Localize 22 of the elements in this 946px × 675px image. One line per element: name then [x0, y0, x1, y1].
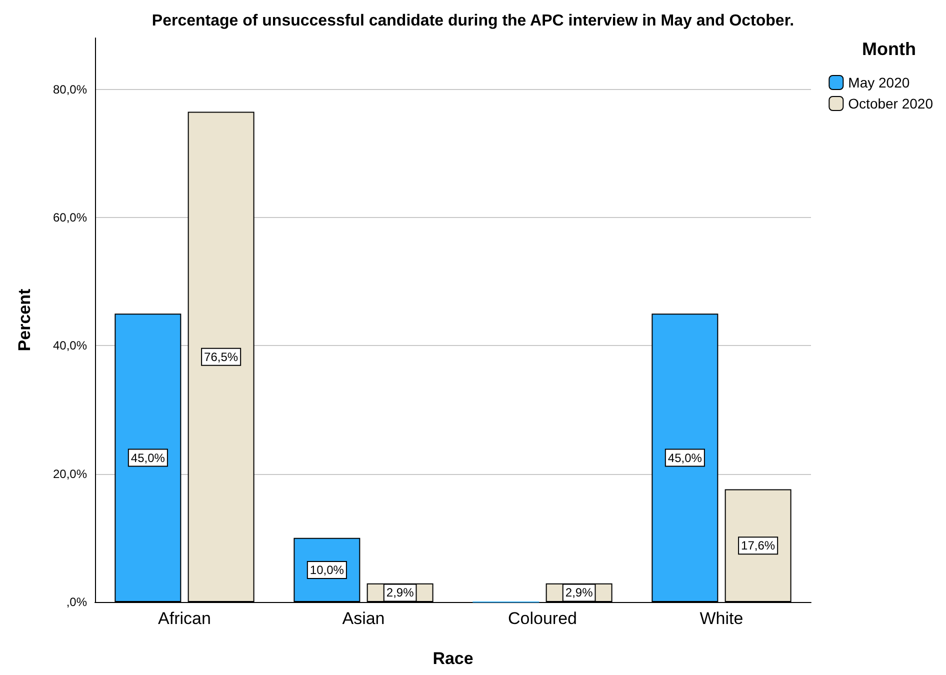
y-tick-label: 80,0% — [52, 82, 88, 96]
data-label: 2,9% — [565, 586, 594, 600]
data-label: 45,0% — [668, 450, 702, 465]
y-tick-label: 60,0% — [52, 210, 88, 224]
x-tick-label: Asian — [342, 609, 385, 628]
x-tick-label: White — [700, 609, 744, 628]
legend-label: May 2020 — [848, 74, 910, 90]
x-tick-label: African — [158, 609, 211, 628]
y-tick-label: 40,0% — [52, 338, 88, 353]
data-label: 2,9% — [386, 586, 414, 600]
y-tick-label: ,0% — [66, 595, 88, 609]
y-tick-label: 20,0% — [52, 466, 88, 481]
legend-label: October 2020 — [848, 96, 934, 112]
data-label: 76,5% — [204, 350, 238, 364]
legend-title: Month — [862, 39, 916, 59]
y-axis-title: Percent — [15, 288, 34, 352]
chart-title: Percentage of unsuccessful candidate during the APC interview in May and October. — [152, 12, 794, 30]
data-label: 17,6% — [741, 538, 776, 553]
data-label: 45,0% — [130, 450, 166, 465]
x-axis-title: Race — [432, 649, 474, 668]
data-label: 10,0% — [310, 562, 344, 577]
x-tick-label: Coloured — [508, 609, 577, 628]
